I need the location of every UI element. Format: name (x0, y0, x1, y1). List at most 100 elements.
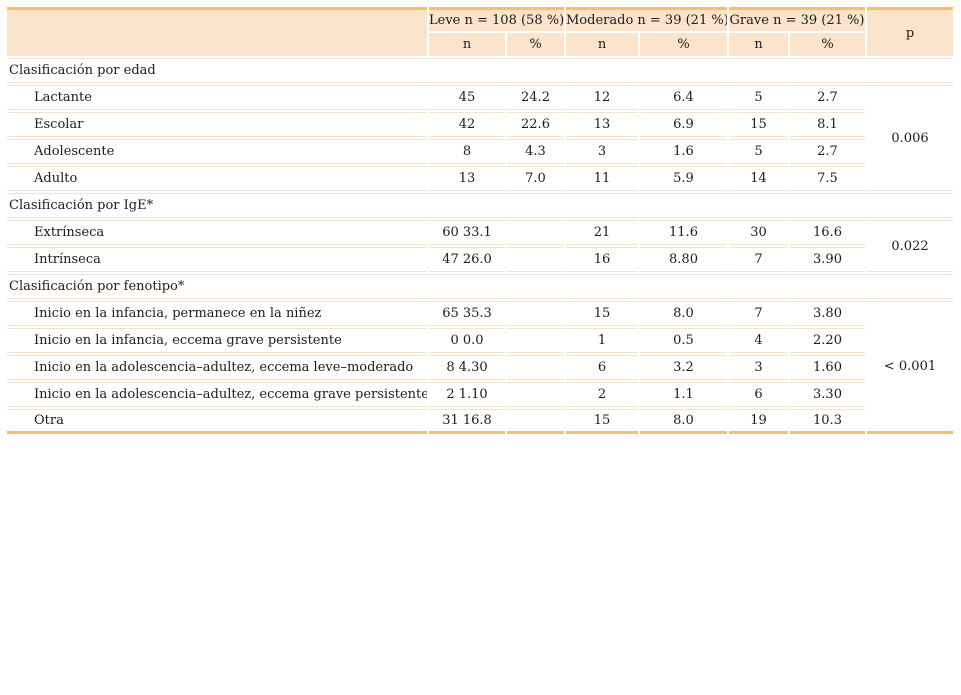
value-cell: 6 (729, 382, 788, 407)
section-title: Clasificación por edad (7, 58, 953, 83)
table-row: Escolar 42 22.6 13 6.9 15 8.1 (7, 112, 953, 137)
table-row: Extrínseca 60 33.1 21 11.6 30 16.6 0.022 (7, 220, 953, 272)
value-cell: 7.5 (790, 166, 865, 191)
table-row: Inicio en la infancia, permanece en la n… (7, 301, 953, 434)
value-cell: 60 33.1 (429, 220, 505, 245)
column-header-pct: % (507, 33, 564, 56)
group-header-leve: Leve n = 108 (58 %) (429, 7, 564, 31)
value-cell (507, 355, 564, 380)
section-row: Clasificación por IgE* (7, 193, 953, 218)
value-cell: 2 1.10 (429, 382, 505, 407)
value-cell: 7 (729, 301, 788, 326)
value-cell: 1.6 (640, 139, 727, 164)
table-row: Adulto 13 7.0 11 5.9 14 7.5 (7, 166, 953, 191)
row-label: Inicio en la infancia, permanece en la n… (7, 301, 427, 326)
table-row: Adolescente 8 4.3 3 1.6 5 2.7 (7, 139, 953, 164)
value-cell: 2.7 (790, 85, 865, 110)
value-cell: 8.0 (640, 409, 727, 434)
value-cell: 2 (566, 382, 638, 407)
value-cell: 7 (729, 247, 788, 272)
value-cell: 1 (566, 328, 638, 353)
table-row: Inicio en la adolescencia–adultez, eccem… (7, 382, 953, 407)
row-label: Inicio en la adolescencia–adultez, eccem… (7, 355, 427, 380)
group-header-moderado: Moderado n = 39 (21 %) (566, 7, 727, 31)
value-cell: 13 (429, 166, 505, 191)
value-cell: 5.9 (640, 166, 727, 191)
value-cell: 8.80 (640, 247, 727, 272)
value-cell: 3.30 (790, 382, 865, 407)
p-value-cell: 0.022 (867, 220, 953, 272)
classification-table: Leve n = 108 (58 %) Moderado n = 39 (21 … (5, 5, 955, 436)
header-sub-row: n % n % n % (7, 33, 953, 56)
value-cell: 24.2 (507, 85, 564, 110)
value-cell: 3.90 (790, 247, 865, 272)
value-cell (507, 247, 564, 272)
value-cell: 15 (566, 301, 638, 326)
value-cell: 4.3 (507, 139, 564, 164)
column-header-pct: % (790, 33, 865, 56)
row-label: Extrínseca (7, 220, 427, 245)
row-label: Inicio en la adolescencia–adultez, eccem… (7, 382, 427, 407)
value-cell: 65 35.3 (429, 301, 505, 326)
value-cell: 19 (729, 409, 788, 434)
row-label: Escolar (7, 112, 427, 137)
value-cell: 16.6 (790, 220, 865, 245)
value-cell: 0.5 (640, 328, 727, 353)
value-cell: 6.4 (640, 85, 727, 110)
value-cell: 10.3 (790, 409, 865, 434)
value-cell: 8.0 (640, 301, 727, 326)
value-cell: 2.7 (790, 139, 865, 164)
value-cell: 1.60 (790, 355, 865, 380)
p-value-cell: < 0.001 (867, 301, 953, 434)
section-row: Clasificación por edad (7, 58, 953, 83)
value-cell: 5 (729, 139, 788, 164)
value-cell: 3 (729, 355, 788, 380)
value-cell: 16 (566, 247, 638, 272)
value-cell (507, 409, 564, 434)
header-group-row: Leve n = 108 (58 %) Moderado n = 39 (21 … (7, 7, 953, 56)
p-value-cell: 0.006 (867, 85, 953, 191)
row-label: Inicio en la infancia, eccema grave pers… (7, 328, 427, 353)
group-header-grave: Grave n = 39 (21 %) (729, 7, 865, 31)
value-cell: 45 (429, 85, 505, 110)
value-cell: 14 (729, 166, 788, 191)
value-cell: 8 4.30 (429, 355, 505, 380)
row-label: Lactante (7, 85, 427, 110)
value-cell: 1.1 (640, 382, 727, 407)
value-cell: 21 (566, 220, 638, 245)
value-cell: 8.1 (790, 112, 865, 137)
value-cell (507, 301, 564, 326)
table-row: Lactante 45 24.2 12 6.4 5 2.7 0.006 (7, 85, 953, 191)
value-cell: 0 0.0 (429, 328, 505, 353)
row-label: Intrínseca (7, 247, 427, 272)
value-cell: 7.0 (507, 166, 564, 191)
page: Leve n = 108 (58 %) Moderado n = 39 (21 … (5, 5, 955, 436)
value-cell: 3.80 (790, 301, 865, 326)
value-cell: 15 (566, 409, 638, 434)
column-header-n: n (566, 33, 638, 56)
table-row: Intrínseca 47 26.0 16 8.80 7 3.90 (7, 247, 953, 272)
value-cell (507, 382, 564, 407)
column-header-n: n (729, 33, 788, 56)
value-cell: 3 (566, 139, 638, 164)
table-row: Otra 31 16.8 15 8.0 19 10.3 (7, 409, 953, 434)
value-cell: 47 26.0 (429, 247, 505, 272)
value-cell: 31 16.8 (429, 409, 505, 434)
table-row: Inicio en la infancia, eccema grave pers… (7, 328, 953, 353)
row-label: Otra (7, 409, 427, 434)
value-cell: 22.6 (507, 112, 564, 137)
value-cell: 6 (566, 355, 638, 380)
value-cell: 11 (566, 166, 638, 191)
value-cell (507, 328, 564, 353)
value-cell: 11.6 (640, 220, 727, 245)
row-label: Adolescente (7, 139, 427, 164)
section-title: Clasificación por IgE* (7, 193, 953, 218)
value-cell: 8 (429, 139, 505, 164)
value-cell: 12 (566, 85, 638, 110)
value-cell: 6.9 (640, 112, 727, 137)
table-row: Inicio en la adolescencia–adultez, eccem… (7, 355, 953, 380)
value-cell: 13 (566, 112, 638, 137)
value-cell: 3.2 (640, 355, 727, 380)
value-cell (507, 220, 564, 245)
row-label: Adulto (7, 166, 427, 191)
